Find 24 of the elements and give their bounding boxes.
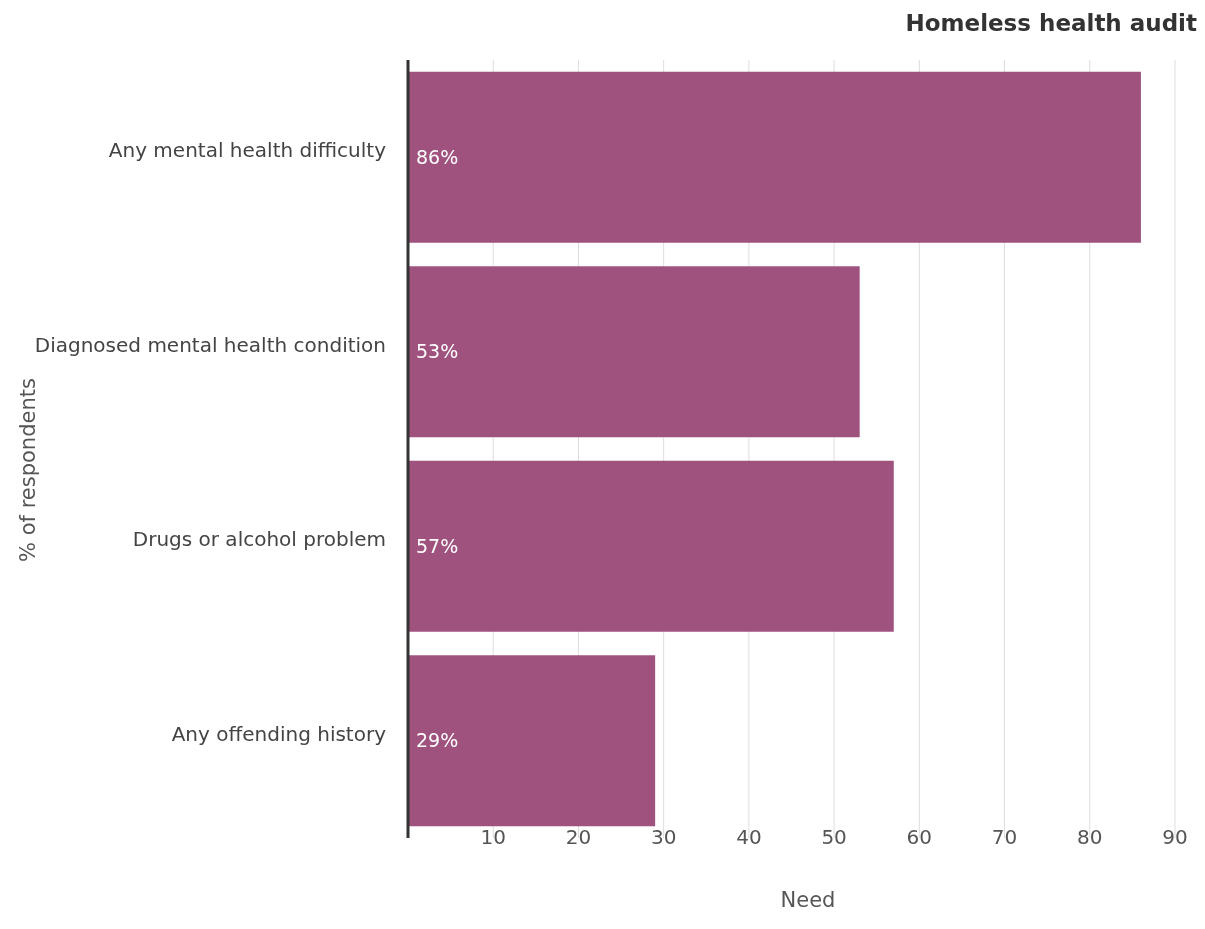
bar	[408, 266, 860, 438]
x-tick-label: 70	[991, 825, 1018, 850]
bar	[408, 71, 1141, 243]
y-tick-label: Diagnosed mental health condition	[34, 332, 386, 357]
bar	[408, 655, 656, 827]
x-tick-label: 40	[736, 825, 762, 850]
bar	[408, 460, 894, 632]
y-axis-title: % of respondents	[16, 377, 40, 564]
x-tick-label: 90	[1162, 825, 1188, 850]
x-axis-title: Need	[779, 888, 837, 912]
x-tick-label: 50	[821, 825, 847, 850]
chart-title: Homeless health audit	[905, 10, 1197, 36]
data-label: 53%	[416, 340, 459, 363]
x-tick-label: 30	[650, 825, 677, 850]
x-tick-label: 20	[565, 825, 592, 850]
data-label: 86%	[416, 145, 459, 168]
data-label: 29%	[416, 729, 459, 752]
data-label: 57%	[416, 534, 459, 557]
y-tick-label: Any offending history	[171, 721, 387, 746]
y-tick-label: Any mental health difficulty	[108, 138, 387, 163]
x-tick-label: 80	[1077, 825, 1103, 850]
x-tick-label: 60	[906, 825, 933, 850]
x-tick-label: 10	[480, 825, 506, 850]
y-tick-label: Drugs or alcohol problem	[132, 527, 386, 552]
